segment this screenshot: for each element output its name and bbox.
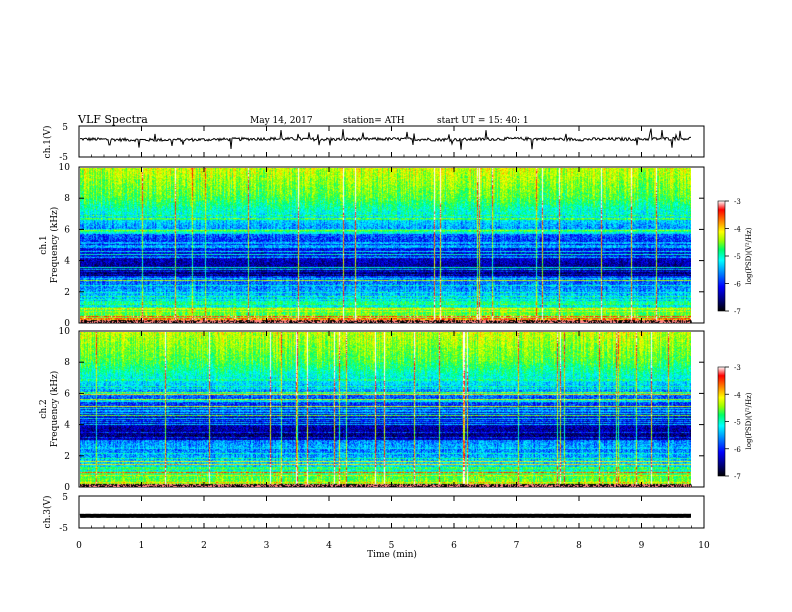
y-tick-label: 8 [64, 358, 70, 368]
x-tick-label: 9 [639, 541, 645, 551]
colorbar-tick-label: -6 [734, 446, 741, 454]
x-tick-label: 8 [576, 541, 582, 551]
x-tick-label: 4 [326, 541, 332, 551]
ch3-ytick-bottom: -5 [59, 524, 68, 534]
y-tick-label: 6 [64, 389, 70, 399]
colorbar-tick-label: -7 [734, 308, 741, 316]
colorbar-tick-label: -3 [734, 198, 741, 206]
ch1-spec-ylabel-line2: Frequency (kHz) [49, 207, 60, 284]
x-tick-label: 10 [698, 541, 710, 551]
ch2-spec-ylabel-line2: Frequency (kHz) [49, 371, 60, 448]
y-tick-label: 4 [64, 257, 70, 267]
ch1-ytick-top: 5 [62, 123, 68, 133]
ch1-spectrogram-yticks: 0 2 4 6 8 10 [59, 163, 704, 329]
ch2-colorbar-label: log(PSD)(V²/Hz) [745, 392, 753, 449]
colorbar-tick-label: -5 [734, 419, 741, 427]
y-tick-label: 8 [64, 194, 70, 204]
ch1-ytick-bottom: -5 [59, 153, 68, 163]
colorbar-tick-label: -3 [734, 364, 741, 372]
ch3-ytick-top: 5 [62, 493, 68, 503]
x-tick-label: 5 [389, 541, 395, 551]
x-axis-ticks: 0 1 2 3 4 5 6 7 8 9 10 [76, 126, 710, 551]
station-label: station= ATH [343, 116, 405, 126]
y-tick-label: 0 [64, 483, 70, 493]
figure-title: VLF Spectra [77, 113, 148, 126]
ch2-spec-ylabel-line1: ch.2 [39, 399, 49, 418]
y-tick-label: 0 [64, 319, 70, 329]
x-tick-label: 0 [76, 541, 82, 551]
y-tick-label: 10 [59, 163, 71, 173]
ch1-colorbar: -3 -4 -5 -6 -7 log(PSD)(V²/Hz) [717, 198, 753, 316]
ch2-spectrogram-yticks: 0 2 4 6 8 10 [59, 327, 704, 493]
ch1-colorbar-label: log(PSD)(V²/Hz) [745, 227, 753, 284]
x-tick-label: 3 [264, 541, 270, 551]
ch1-spec-ylabel-line1: ch.1 [39, 235, 49, 254]
colorbar-tick-label: -6 [734, 281, 741, 289]
x-tick-label: 1 [139, 541, 145, 551]
y-tick-label: 2 [64, 288, 70, 298]
ch1-spectrogram-image [80, 168, 691, 323]
ch2-spectrogram-image [80, 332, 691, 487]
x-axis-label: Time (min) [367, 549, 417, 560]
y-tick-label: 4 [64, 421, 70, 431]
ch3-ylabel: ch.3(V) [42, 496, 53, 529]
x-tick-label: 6 [451, 541, 457, 551]
colorbar-tick-label: -5 [734, 253, 741, 261]
date-label: May 14, 2017 [250, 116, 313, 126]
ch2-colorbar: -3 -4 -5 -6 -7 log(PSD)(V²/Hz) [717, 364, 753, 481]
start-ut-label: start UT = 15: 40: 1 [437, 116, 529, 126]
y-tick-label: 2 [64, 452, 70, 462]
x-tick-label: 2 [201, 541, 207, 551]
colorbar-tick-label: -7 [734, 473, 741, 481]
colorbar-tick-label: -4 [734, 226, 741, 234]
y-tick-label: 10 [59, 327, 71, 337]
ch1-ylabel: ch.1(V) [42, 126, 53, 159]
ch1-waveform-trace [80, 128, 692, 150]
y-tick-label: 6 [64, 225, 70, 235]
colorbar-tick-label: -4 [734, 391, 741, 399]
x-tick-label: 7 [514, 541, 520, 551]
